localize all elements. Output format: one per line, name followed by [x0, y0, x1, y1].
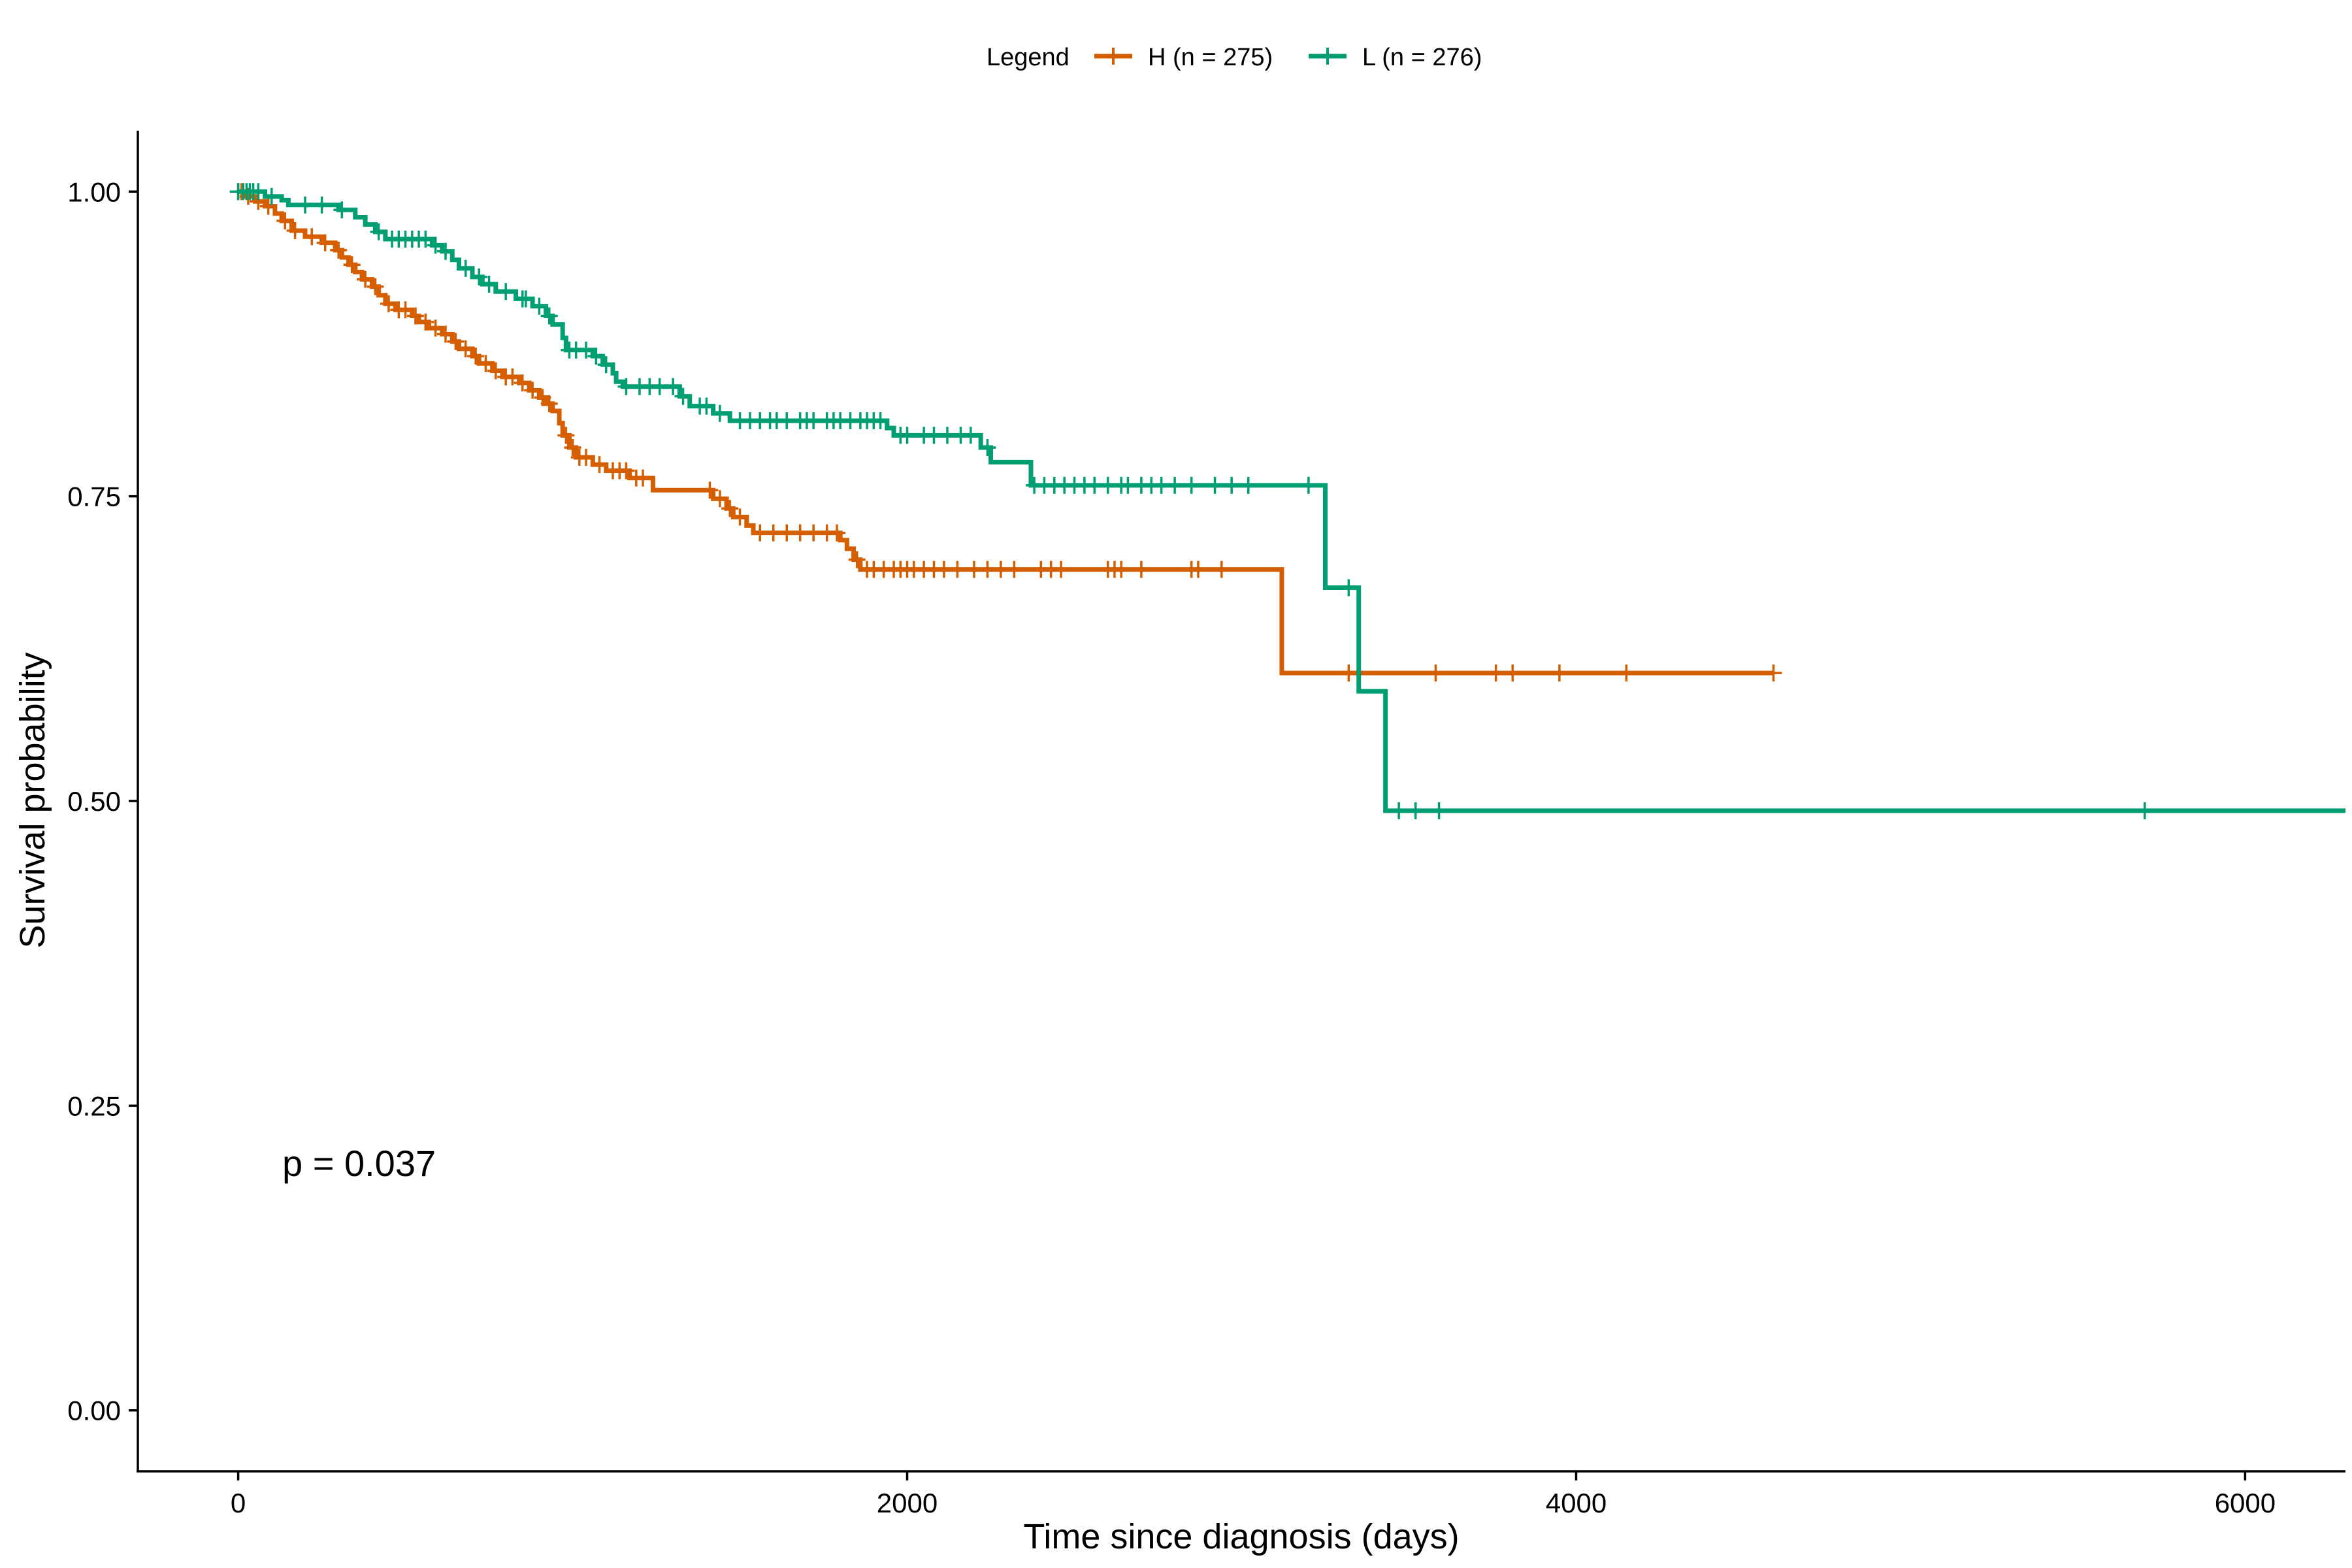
plot-area: 0.00 0.25 0.50 0.75 1.00 0 2000 4000 6000 p = 0…	[67, 131, 2345, 1518]
x-tick-label-0: 0	[231, 1488, 246, 1518]
y-axis-ticks: 0.00 0.25 0.50 0.75 1.00	[67, 176, 138, 1426]
legend-title: Legend	[987, 44, 1070, 71]
y-tick-label-0-25: 0.25	[67, 1090, 121, 1121]
legend-label-series-1: H (n = 275)	[1148, 44, 1273, 71]
survival-curves	[229, 183, 2345, 819]
y-axis-title: Survival probability	[13, 652, 52, 948]
x-axis-title: Time since diagnosis (days)	[1023, 1517, 1459, 1556]
x-axis-ticks: 0 2000 4000 6000	[231, 1471, 2276, 1518]
x-tick-label-6000: 6000	[2215, 1488, 2276, 1518]
y-tick-label-0-00: 0.00	[67, 1396, 121, 1426]
y-tick-label-0-75: 0.75	[67, 482, 121, 512]
y-tick-label-1-00: 1.00	[67, 176, 121, 207]
series-1-group	[229, 183, 1782, 682]
legend: Legend H (n = 275) L (n = 276)	[987, 44, 1482, 71]
p-value-annotation: p = 0.037	[282, 1143, 436, 1184]
legend-items: H (n = 275) L (n = 276)	[1094, 44, 1482, 71]
legend-label-series-2: L (n = 276)	[1362, 44, 1482, 71]
x-tick-label-4000: 4000	[1546, 1488, 1607, 1518]
series-2-group	[229, 183, 2345, 819]
y-tick-label-0-50: 0.50	[67, 786, 121, 817]
x-tick-label-2000: 2000	[877, 1488, 938, 1518]
